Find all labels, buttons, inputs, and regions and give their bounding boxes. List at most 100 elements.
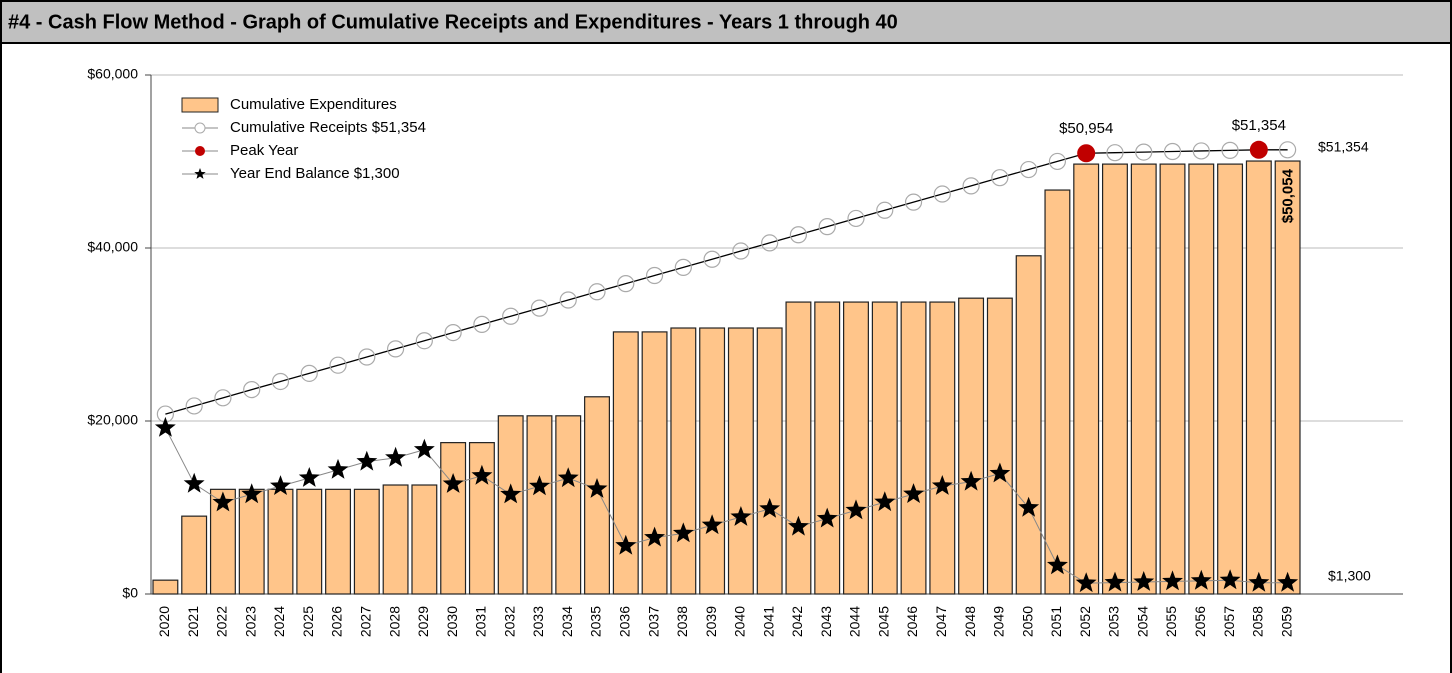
balance-marker	[788, 515, 809, 536]
x-tick-label: 2045	[875, 606, 891, 637]
receipts-marker	[415, 332, 433, 350]
bar	[555, 415, 582, 595]
bar	[986, 297, 1013, 595]
receipts-marker	[243, 381, 261, 399]
x-tick-label: 2058	[1250, 606, 1266, 637]
bar	[497, 415, 524, 595]
balance-marker	[500, 483, 522, 504]
bar	[1188, 163, 1215, 595]
x-tick-label: 2056	[1192, 606, 1208, 637]
x-tick-label: 2029	[415, 606, 431, 637]
balance-marker	[557, 467, 579, 488]
x-tick-label: 2021	[185, 606, 201, 637]
receipts-marker	[185, 397, 203, 415]
x-tick-label: 2054	[1134, 606, 1150, 637]
bar	[152, 579, 179, 595]
bar	[1015, 255, 1042, 595]
receipts-line	[165, 149, 1288, 415]
balance-marker	[413, 438, 435, 459]
receipts-marker	[502, 307, 520, 325]
bar	[1217, 163, 1244, 595]
x-tick-label: 2042	[789, 606, 805, 637]
x-tick-label: 2038	[674, 606, 690, 637]
receipts-marker	[214, 389, 232, 407]
balance-marker	[1248, 571, 1270, 592]
balance-marker	[442, 473, 464, 493]
peak-label: $51,354	[1232, 117, 1286, 134]
balance-marker	[212, 491, 234, 512]
receipts-marker	[645, 266, 664, 285]
balance-marker	[1104, 571, 1126, 592]
x-tick-label: 2034	[559, 606, 575, 637]
receipts-marker	[530, 299, 549, 317]
bar	[325, 488, 352, 595]
balance-marker	[471, 464, 493, 485]
bar	[756, 327, 783, 595]
receipts-marker	[588, 283, 606, 301]
x-tick-label: 2033	[530, 606, 546, 637]
x-tick-label: 2024	[271, 606, 287, 637]
balance-marker	[586, 478, 608, 498]
y-tick-label: $40,000	[87, 239, 138, 255]
balance-marker	[1133, 571, 1155, 591]
balance-marker	[1162, 570, 1183, 591]
bar	[1274, 160, 1301, 595]
receipts-marker	[904, 193, 923, 211]
bar-value-label: $50,054	[1280, 168, 1297, 223]
x-tick-label: 2051	[1048, 606, 1064, 637]
receipts-marker	[789, 226, 808, 244]
receipts-marker	[1221, 141, 1239, 159]
receipts-marker	[933, 185, 951, 203]
bar	[1073, 163, 1100, 595]
bar	[181, 515, 208, 595]
balance-marker	[931, 475, 953, 495]
balance-marker	[730, 506, 752, 526]
x-tick-label: 2044	[847, 606, 863, 637]
receipts-marker	[818, 218, 836, 236]
balance-marker	[874, 491, 896, 512]
balance-marker	[672, 522, 694, 543]
x-tick-label: 2020	[156, 606, 172, 637]
x-tick-label: 2030	[444, 606, 460, 637]
bar	[526, 415, 553, 595]
bar	[699, 327, 726, 595]
end-label: $1,300	[1328, 567, 1371, 583]
legend-swatch	[181, 97, 219, 113]
x-tick-label: 2040	[732, 606, 748, 637]
receipts-marker	[732, 242, 750, 260]
balance-marker	[241, 483, 263, 504]
balance-marker	[1277, 571, 1299, 592]
bar	[1130, 163, 1157, 595]
receipts-marker	[962, 177, 980, 195]
balance-marker	[356, 450, 378, 471]
receipts-marker	[386, 340, 405, 358]
receipts-marker	[617, 275, 635, 293]
balance-marker	[1047, 554, 1068, 575]
receipts-marker	[674, 258, 692, 276]
receipts-marker	[847, 209, 865, 228]
x-tick-label: 2053	[1106, 606, 1122, 637]
balance-marker	[183, 472, 205, 493]
end-label: $51,354	[1318, 138, 1369, 154]
balance-marker	[298, 467, 320, 487]
peak-marker	[1249, 140, 1268, 159]
bar	[411, 484, 438, 595]
bar	[871, 301, 898, 595]
y-tick-label: $60,000	[87, 66, 138, 82]
receipts-marker	[1106, 144, 1124, 162]
balance-marker	[615, 534, 637, 555]
balance-marker	[385, 446, 406, 467]
bar	[440, 442, 467, 595]
receipts-marker	[358, 348, 376, 366]
balance-marker	[327, 458, 349, 479]
receipts-marker	[444, 323, 462, 342]
x-tick-label: 2059	[1278, 606, 1294, 637]
receipts-marker	[991, 169, 1009, 187]
x-tick-label: 2049	[991, 606, 1007, 637]
balance-marker	[759, 497, 781, 518]
bar	[900, 301, 927, 595]
balance-marker	[644, 526, 665, 547]
receipts-marker	[473, 315, 491, 333]
bar	[353, 488, 380, 595]
x-tick-label: 2052	[1077, 606, 1093, 637]
